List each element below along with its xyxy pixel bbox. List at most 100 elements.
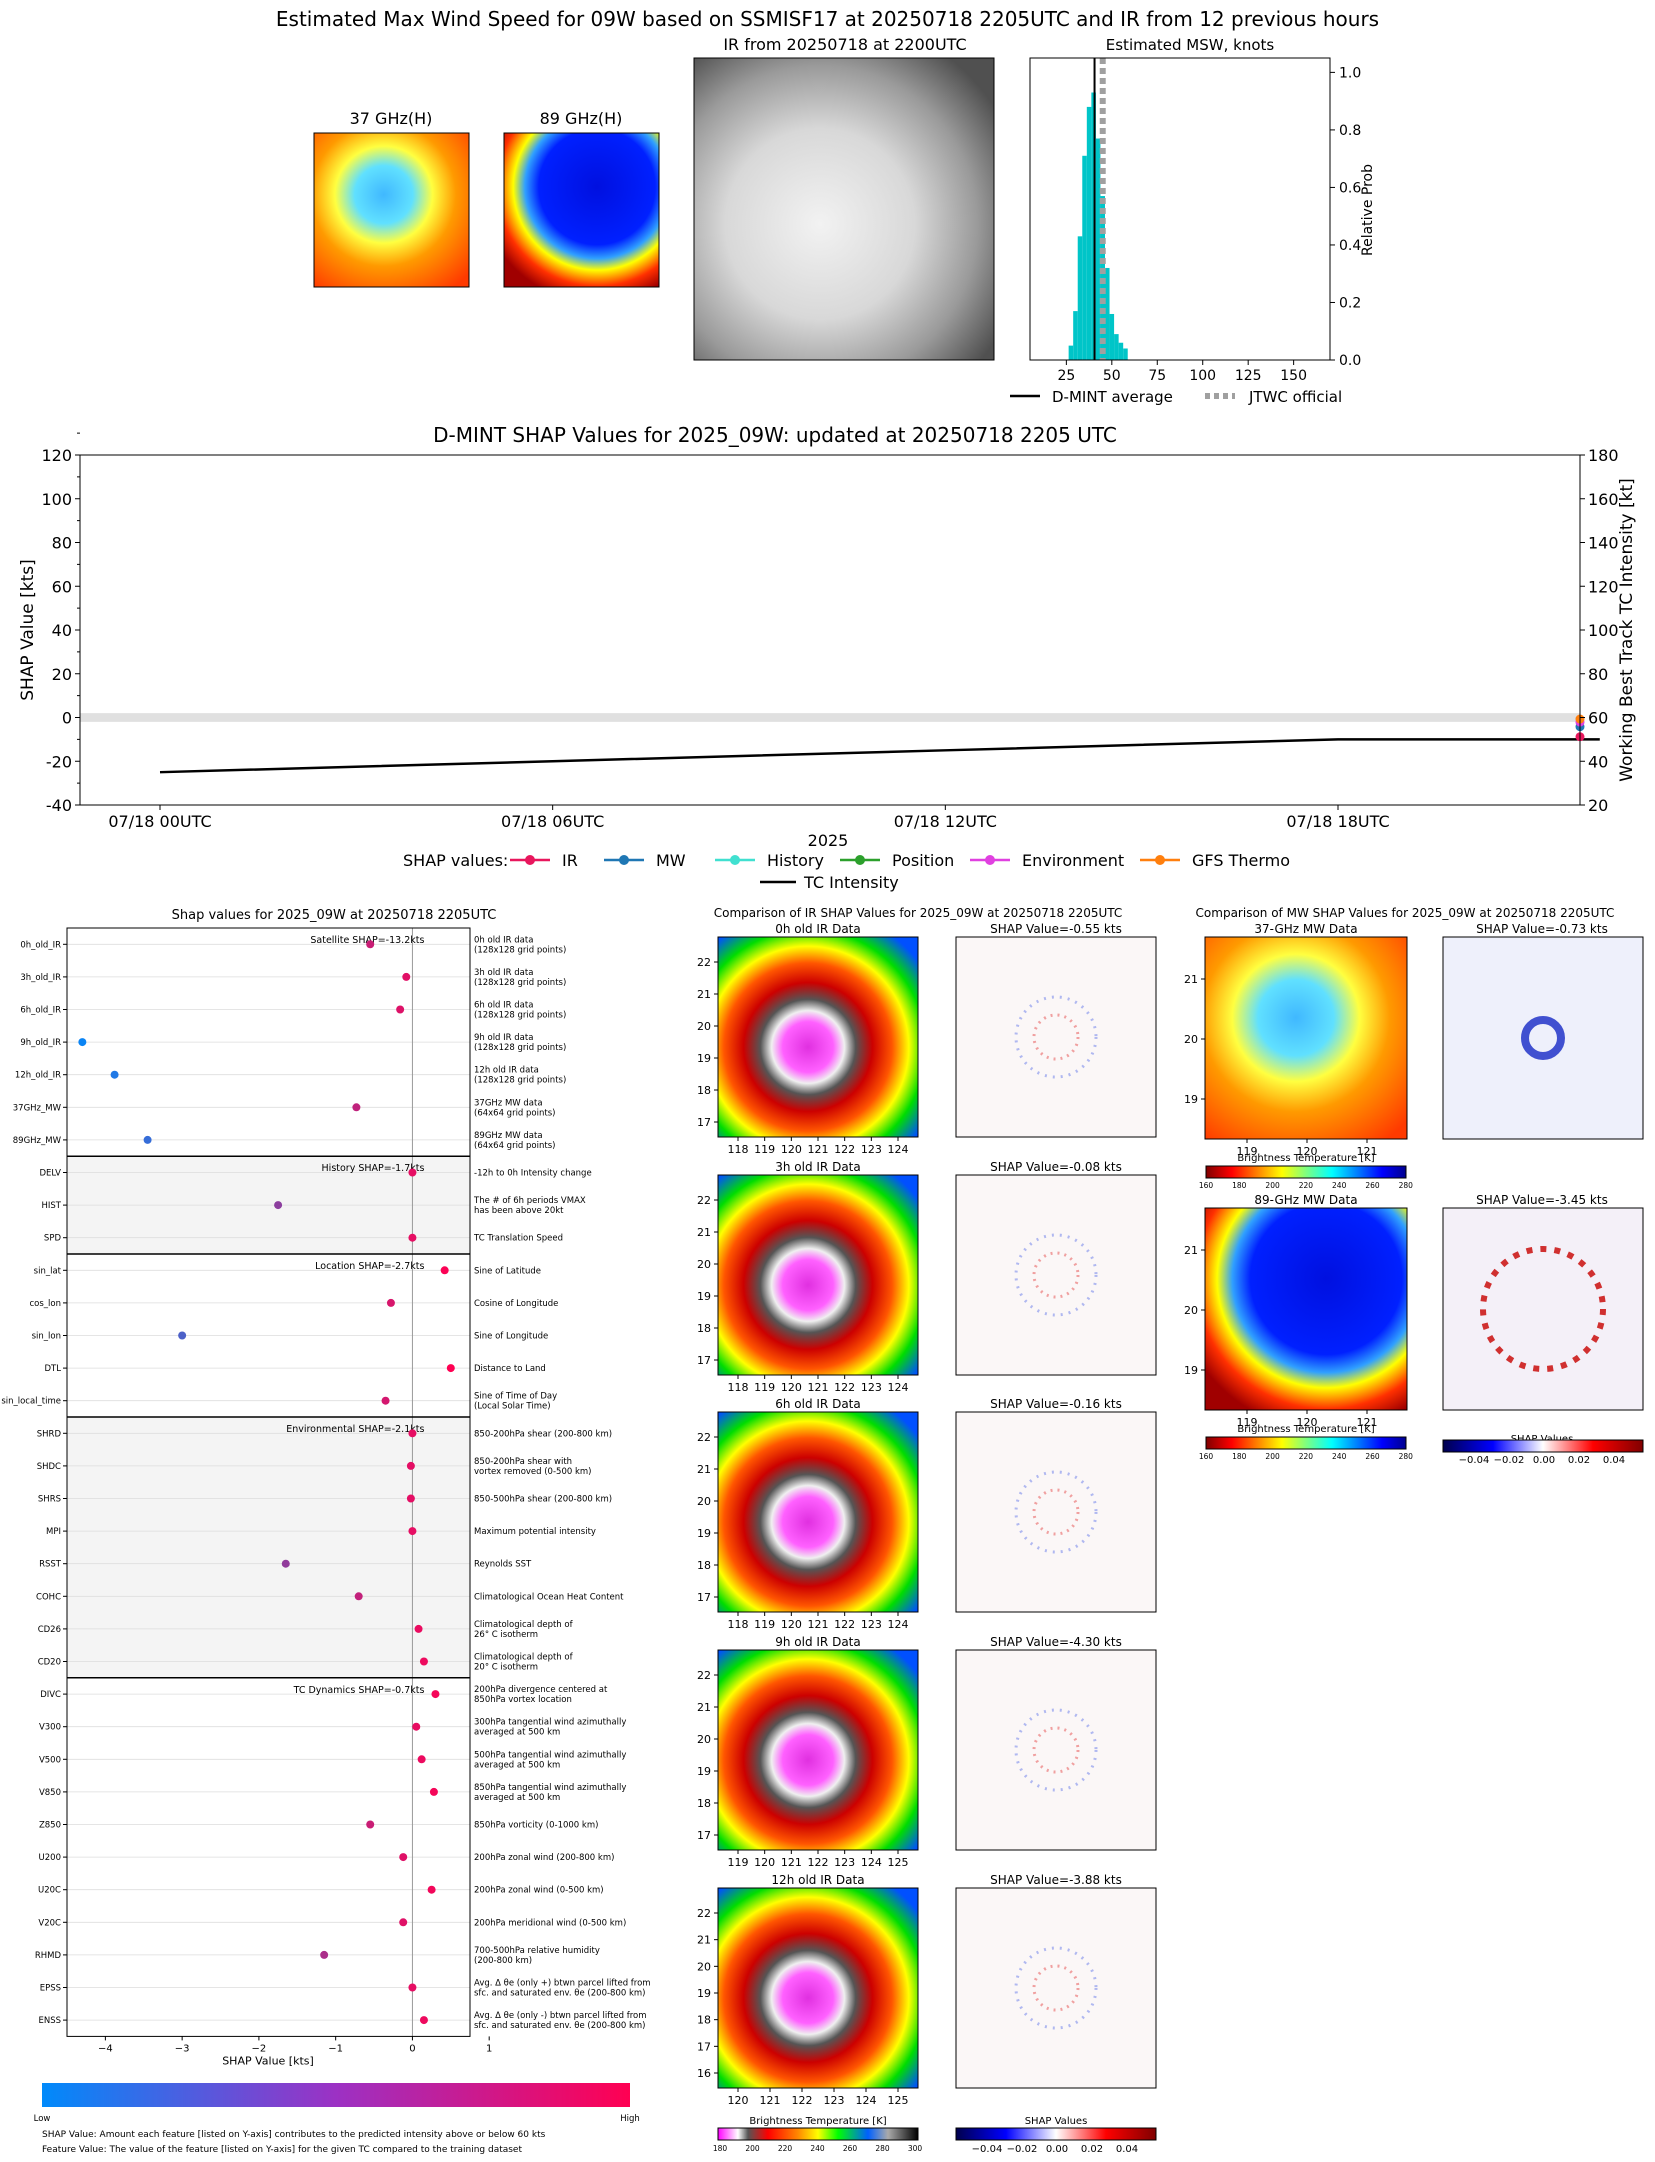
hist-ytick-label: 0.0 <box>1339 353 1361 369</box>
timeline-ytick-left-label: 0 <box>62 709 72 728</box>
legend-marker-environment <box>985 855 995 865</box>
ir-xtick-label: 120 <box>781 1143 802 1156</box>
shap-point <box>406 1494 415 1503</box>
ir-xtick-label: 119 <box>754 1618 775 1631</box>
ir-xtick-label: 121 <box>808 1618 829 1631</box>
shap-point <box>274 1201 283 1210</box>
ir-shap-pattern <box>1032 1488 1080 1536</box>
legend-label-environment: Environment <box>1022 851 1124 870</box>
timeline-ytick-right-label: 180 <box>1588 446 1619 465</box>
shap-xtick-label: −4 <box>98 2043 113 2054</box>
hist-ytick-label: 1.0 <box>1339 65 1361 81</box>
shap-feature-name: 12h_old_IR <box>15 1071 61 1081</box>
ir-xtick-label: 123 <box>834 1856 855 1869</box>
shap-feature-name: SHRS <box>38 1495 61 1505</box>
ir-ytick-label: 17 <box>697 1591 711 1604</box>
ir-ytick-label: 20 <box>697 1258 711 1271</box>
shap-point <box>110 1070 119 1079</box>
shap-feature-desc: 850hPa vorticity (0-1000 km) <box>474 1821 598 1831</box>
shap-feature-name: CD26 <box>38 1625 61 1635</box>
ir-xtick-label: 122 <box>834 1381 855 1394</box>
mw-xtick-label: 121 <box>1357 1145 1378 1158</box>
ir-bt-colorbar-label: Brightness Temperature [K] <box>749 2116 886 2127</box>
legend-intensity-label: TC Intensity <box>803 873 899 892</box>
ir-xtick-label: 124 <box>888 1381 909 1394</box>
shap-feature-name: U200 <box>39 1853 61 1863</box>
timeline-ytick-right-label: 160 <box>1588 490 1619 509</box>
shap-feature-desc: 20° C isotherm <box>474 1663 538 1673</box>
ir-ytick-label: 17 <box>697 1116 711 1129</box>
timeline-ytick-left-label: 80 <box>52 534 72 553</box>
ir-ytick-label: 18 <box>697 1559 711 1572</box>
ir-shap-map <box>955 1174 1157 1376</box>
shap-feature-name: EPSS <box>40 1984 61 1994</box>
shap-point <box>143 1135 152 1144</box>
shap-point <box>78 1038 87 1047</box>
ir-panel-label: 3h old IR Data <box>775 1160 861 1174</box>
shap-panel-frame <box>66 927 471 2037</box>
hist-xtick-label: 100 <box>1189 368 1216 384</box>
ir-xtick-label: 124 <box>856 2094 877 2107</box>
mw-shap-colorbar-tick: 0.02 <box>1568 1455 1590 1466</box>
shap-feature-desc: The # of 6h periods VMAX <box>473 1196 586 1206</box>
shap-feature-desc: 850-500hPa shear (200-800 km) <box>474 1495 612 1505</box>
hist-xtick-label: 125 <box>1235 368 1262 384</box>
shap-feature-desc: 9h old IR data <box>474 1033 533 1043</box>
ir-panel-image <box>717 1887 919 2089</box>
shap-feature-name: V500 <box>39 1755 61 1765</box>
ir-ytick-label: 18 <box>697 1322 711 1335</box>
shap-point <box>402 972 411 981</box>
legend-marker-ir <box>525 855 535 865</box>
ir-shap-map <box>955 1887 1157 2089</box>
ir-xtick-label: 122 <box>792 2094 813 2107</box>
legend-label-gfs-thermo: GFS Thermo <box>1192 851 1290 870</box>
ir-shap-colorbar-tick: −0.02 <box>1007 2144 1038 2155</box>
shap-feature-desc: averaged at 500 km <box>474 1793 560 1803</box>
shap-feature-desc: -12h to 0h Intensity change <box>474 1169 592 1179</box>
figure-title: Estimated Max Wind Speed for 09W based o… <box>276 7 1379 31</box>
timeline-ytick-left-label: -20 <box>46 752 72 771</box>
shap-feature-name: SHDC <box>37 1462 61 1472</box>
shap-point <box>399 1918 408 1927</box>
shap-feature-desc: Distance to Land <box>474 1364 546 1374</box>
hist-bar <box>1077 236 1083 360</box>
shap-feature-desc: Reynolds SST <box>474 1560 532 1570</box>
legend-marker-position <box>855 855 865 865</box>
timeline-ytick-right-label: 20 <box>1588 796 1608 815</box>
shap-xtick-label: −3 <box>175 2043 190 2054</box>
shap-feature-name: cos_lon <box>29 1299 61 1309</box>
shap-feature-name: CD20 <box>38 1658 61 1668</box>
mw-xtick-label: 120 <box>1297 1416 1318 1429</box>
ir-bt-colorbar-tick: 200 <box>745 2144 760 2153</box>
shap-feature-desc: Climatological depth of <box>474 1620 574 1630</box>
hist-bar <box>1086 106 1092 361</box>
shap-feature-desc: (64x64 grid points) <box>474 1141 555 1151</box>
mw-bt-colorbar <box>1205 1165 1407 1179</box>
shap-feature-desc: Avg. Δ θe (only +) btwn parcel lifted fr… <box>474 1979 651 1989</box>
ir-ytick-label: 19 <box>697 1765 711 1778</box>
ir-panel-label: 6h old IR Data <box>775 1397 861 1411</box>
legend-label-mw: MW <box>656 851 686 870</box>
ir-ytick-label: 17 <box>697 1829 711 1842</box>
ir-xtick-label: 120 <box>781 1381 802 1394</box>
timeline-xlabel: 2025 <box>808 831 849 850</box>
shap-point <box>408 1168 417 1177</box>
mw-shap-pattern <box>1480 1246 1606 1372</box>
timeline-ytick-left-label: 60 <box>52 577 72 596</box>
timeline-ylabel-right: Working Best Track TC Intensity [kt] <box>1617 478 1637 782</box>
shap-feature-name: Z850 <box>39 1821 61 1831</box>
hist-xtick-label: 150 <box>1280 368 1307 384</box>
ir-shap-colorbar-tick: 0.00 <box>1046 2144 1068 2155</box>
timeline-ytick-right-label: 60 <box>1588 709 1608 728</box>
shap-feature-desc: 6h old IR data <box>474 1001 533 1011</box>
ir-xtick-label: 124 <box>861 1856 882 1869</box>
hist-ytick-label: 0.6 <box>1339 180 1361 196</box>
ir-ytick-label: 22 <box>697 1669 711 1682</box>
timeline-ytick-left-label: 100 <box>41 490 72 509</box>
mw-shap-colorbar-tick: 0.00 <box>1533 1455 1555 1466</box>
ir-ytick-label: 22 <box>697 1907 711 1920</box>
mw-ytick-label: 21 <box>1184 1244 1198 1257</box>
shap-feature-name: RHMD <box>35 1951 62 1961</box>
shap-point <box>320 1950 329 1959</box>
